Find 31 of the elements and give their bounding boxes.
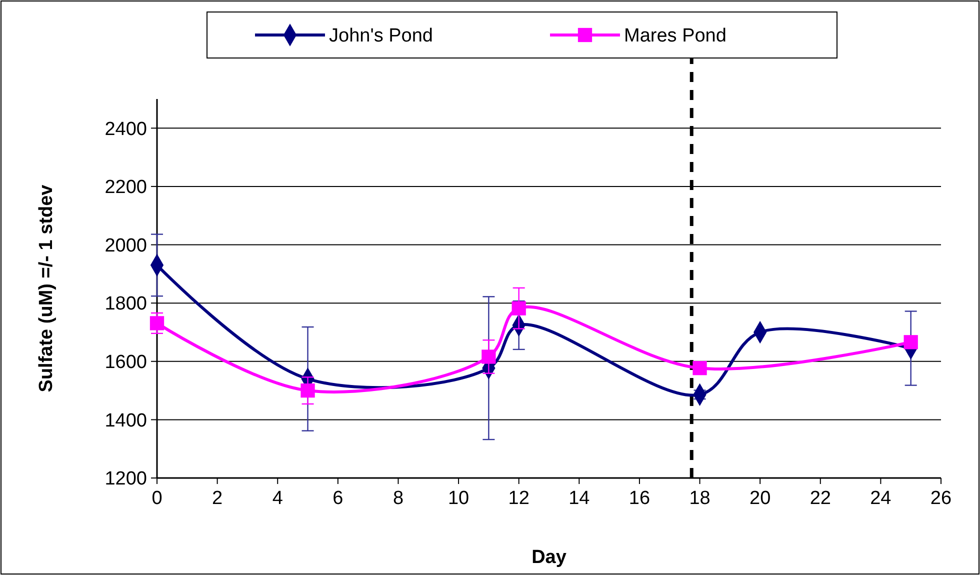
legend-label: John's Pond: [329, 26, 433, 47]
point: [482, 350, 496, 364]
x-tick-label: 18: [689, 488, 710, 509]
x-tick-label: 8: [392, 488, 404, 509]
x-tick-label: 10: [448, 488, 470, 509]
point: [512, 301, 526, 316]
x-tick-label: 14: [568, 488, 590, 509]
legend-label: Mares Pond: [624, 26, 726, 47]
point: [300, 383, 315, 398]
x-tick-label: 24: [870, 488, 892, 509]
x-tick-label: 0: [152, 488, 162, 509]
point: [150, 316, 164, 330]
x-tick-label: 22: [810, 488, 831, 509]
x-tick-label: 6: [332, 488, 344, 509]
x-tick-label: 2: [212, 488, 223, 509]
y-tick-label: 1800: [104, 294, 147, 315]
y-tick-label: 2200: [104, 177, 147, 198]
y-tick-label: 1400: [104, 410, 147, 432]
x-tick-label: 4: [272, 488, 284, 509]
x-tick-label: 26: [930, 488, 952, 509]
y-axis-title: Sulfate (uM) =/- 1 stdev: [36, 184, 57, 392]
y-tick-label: 1600: [104, 352, 147, 374]
x-tick-label: 16: [628, 488, 650, 509]
y-tick-label: 2400: [104, 118, 147, 140]
point: [904, 335, 918, 350]
y-tick-label: 2000: [104, 235, 147, 256]
point: [692, 361, 707, 376]
x-tick-label: 20: [750, 488, 771, 509]
y-tick-label: 1200: [104, 468, 147, 490]
x-tick-label: 12: [508, 488, 530, 509]
x-axis-title: Day: [532, 547, 567, 568]
